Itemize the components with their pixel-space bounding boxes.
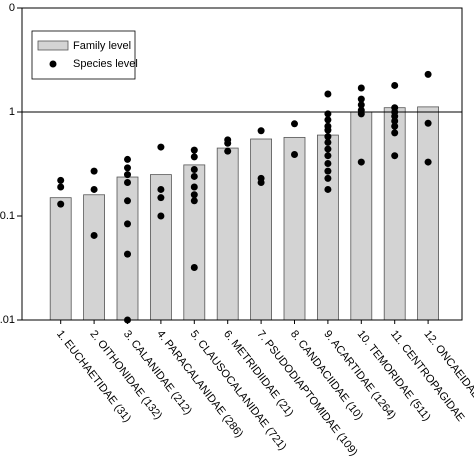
species-dot [424,158,432,166]
species-dot [324,145,332,153]
species-dot [124,220,131,228]
species-dot [357,158,365,166]
species-dot [57,176,65,184]
species-dot [357,84,365,92]
species-dot [190,172,198,180]
species-dot [391,117,399,125]
species-dot [291,120,298,128]
bar [417,106,440,321]
species-dot [324,138,332,146]
species-dot [324,185,332,193]
species-dot [224,147,232,155]
x-tick-label: 12. ONCAEIDAE [421,328,474,401]
bar [350,111,373,321]
species-dot [257,127,265,135]
legend-swatch [37,40,69,51]
species-dot [391,152,399,160]
species-dot [324,133,332,141]
species-dot [357,110,365,118]
species-dot [391,122,399,130]
species-dot [90,231,98,239]
species-dot [291,151,298,159]
species-dot [324,159,332,167]
species-dot [124,178,131,186]
y-tick-label: 0 [9,2,15,14]
species-dot [190,153,198,161]
species-dot [190,165,198,173]
species-dot [257,178,265,186]
bar [250,138,273,321]
plot-frame [21,7,463,321]
species-dot [90,167,98,175]
species-dot [324,152,332,160]
y-tick-label: 0.1 [0,210,15,222]
species-dot [57,200,65,208]
species-dot [324,167,332,175]
species-dot [57,183,65,191]
bar [49,197,72,321]
legend-label: Family level [73,40,131,52]
species-dot [224,139,232,147]
species-dot [424,119,432,127]
species-dot [124,171,131,179]
species-dot [424,70,432,78]
species-dot [357,101,365,109]
legend-label: Species level [73,58,138,70]
species-dot [124,155,131,163]
species-dot [190,263,198,271]
legend-dot [49,60,57,68]
species-dot [157,194,165,202]
species-dot [391,129,399,137]
y-tick-label: 1 [9,106,15,118]
bar [83,194,105,321]
species-dot [190,191,198,199]
y-tick-label: .01 [0,314,15,326]
bar [383,107,406,321]
species-dot [324,174,332,182]
species-dot [157,185,165,193]
species-dot [190,146,198,154]
bar [216,147,239,321]
species-dot [157,143,165,151]
species-dot [324,110,332,118]
species-dot [124,250,131,258]
species-dot [324,126,332,134]
species-dot [90,185,98,193]
species-dot [190,183,198,191]
species-dot [324,90,332,98]
species-dot [124,164,131,172]
species-dot [124,197,131,205]
species-dot [391,81,399,89]
species-dot [324,116,332,124]
species-dot [190,197,198,205]
species-dot [157,212,165,220]
bar [283,136,306,321]
legend-box [31,30,136,80]
species-dot [357,95,365,103]
